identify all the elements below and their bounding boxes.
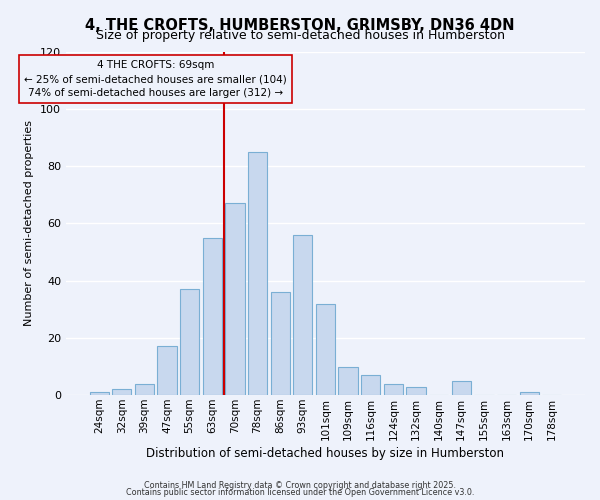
Bar xyxy=(180,289,199,395)
Text: 4 THE CROFTS: 69sqm
← 25% of semi-detached houses are smaller (104)
74% of semi-: 4 THE CROFTS: 69sqm ← 25% of semi-detach… xyxy=(25,60,287,98)
Bar xyxy=(271,292,290,395)
Bar xyxy=(406,386,425,395)
Text: 4, THE CROFTS, HUMBERSTON, GRIMSBY, DN36 4DN: 4, THE CROFTS, HUMBERSTON, GRIMSBY, DN36… xyxy=(85,18,515,32)
Bar xyxy=(112,390,131,395)
Bar xyxy=(452,381,471,395)
Bar xyxy=(157,346,176,395)
Bar xyxy=(520,392,539,395)
Bar xyxy=(135,384,154,395)
Text: Size of property relative to semi-detached houses in Humberston: Size of property relative to semi-detach… xyxy=(95,29,505,42)
Bar xyxy=(361,375,380,395)
Y-axis label: Number of semi-detached properties: Number of semi-detached properties xyxy=(25,120,34,326)
Text: Contains public sector information licensed under the Open Government Licence v3: Contains public sector information licen… xyxy=(126,488,474,497)
Text: Contains HM Land Registry data © Crown copyright and database right 2025.: Contains HM Land Registry data © Crown c… xyxy=(144,480,456,490)
Bar xyxy=(338,366,358,395)
Bar xyxy=(89,392,109,395)
Bar xyxy=(226,204,245,395)
Bar xyxy=(203,238,222,395)
Bar xyxy=(248,152,267,395)
Bar xyxy=(384,384,403,395)
Bar xyxy=(316,304,335,395)
Bar xyxy=(293,235,313,395)
X-axis label: Distribution of semi-detached houses by size in Humberston: Distribution of semi-detached houses by … xyxy=(146,447,505,460)
